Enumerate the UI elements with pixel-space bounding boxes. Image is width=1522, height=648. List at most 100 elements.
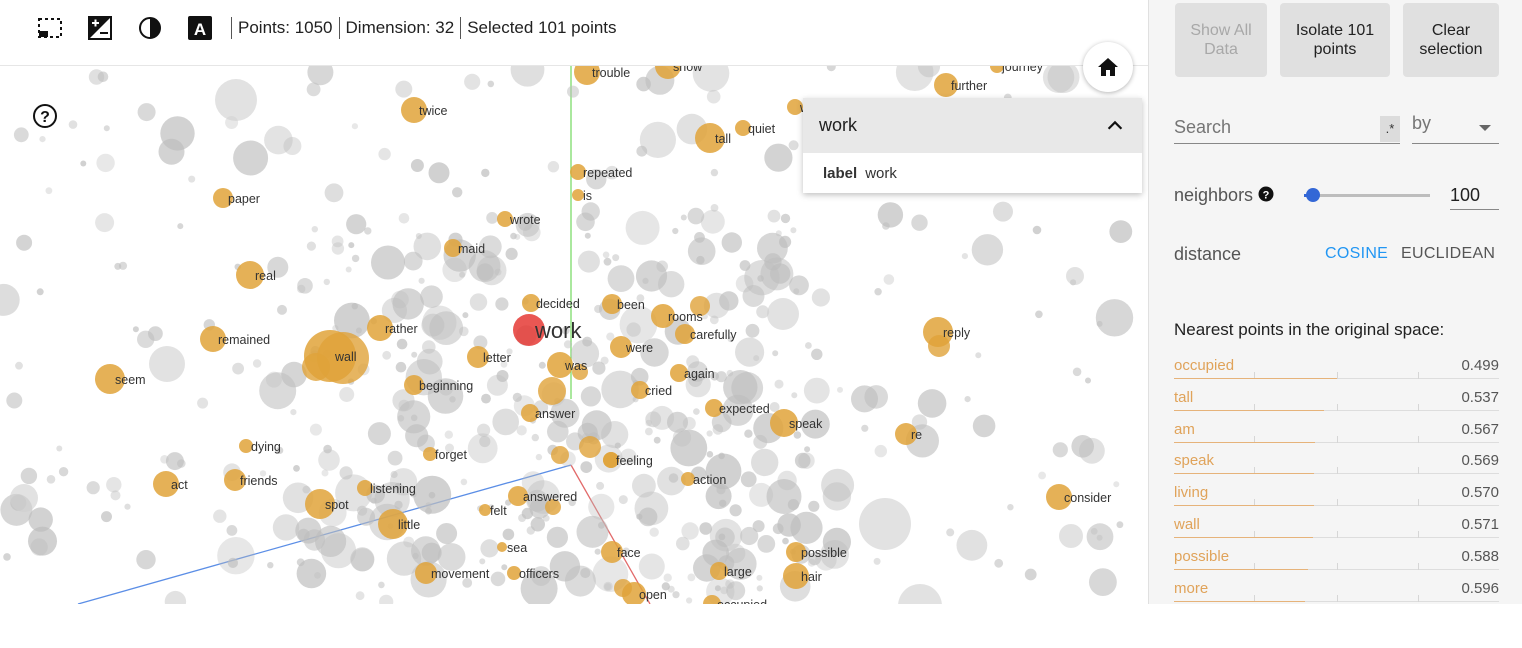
data-point[interactable] bbox=[735, 337, 765, 367]
data-point[interactable] bbox=[272, 514, 300, 541]
data-point[interactable] bbox=[635, 260, 668, 292]
data-point[interactable] bbox=[496, 370, 509, 382]
data-point[interactable] bbox=[418, 277, 425, 284]
neighbor-point[interactable] bbox=[710, 562, 728, 580]
data-point[interactable] bbox=[1066, 267, 1084, 285]
data-point[interactable] bbox=[346, 214, 367, 235]
data-point[interactable] bbox=[510, 232, 517, 240]
data-point[interactable] bbox=[729, 504, 742, 517]
data-point[interactable] bbox=[459, 271, 466, 278]
data-point[interactable] bbox=[826, 66, 836, 72]
neighbor-point[interactable] bbox=[572, 189, 584, 201]
isolate-points-button[interactable]: Isolate 101 points bbox=[1280, 3, 1390, 77]
data-point[interactable] bbox=[297, 278, 313, 294]
data-point[interactable] bbox=[592, 361, 606, 375]
data-point[interactable] bbox=[1042, 66, 1075, 93]
data-point[interactable] bbox=[386, 541, 422, 576]
data-point[interactable] bbox=[476, 263, 494, 281]
data-point[interactable] bbox=[96, 153, 115, 173]
data-point[interactable] bbox=[264, 125, 293, 155]
data-point[interactable] bbox=[381, 297, 407, 323]
data-point[interactable] bbox=[213, 509, 227, 523]
data-point[interactable] bbox=[767, 209, 781, 223]
data-point[interactable] bbox=[265, 371, 282, 388]
data-point[interactable] bbox=[638, 507, 658, 527]
data-point[interactable] bbox=[469, 293, 488, 311]
data-point[interactable] bbox=[267, 256, 289, 278]
nearest-point-name[interactable]: possible bbox=[1174, 547, 1230, 565]
data-point[interactable] bbox=[188, 175, 196, 183]
data-point[interactable] bbox=[715, 371, 727, 383]
neighbor-point[interactable] bbox=[655, 66, 681, 79]
data-point[interactable] bbox=[682, 416, 696, 430]
data-point[interactable] bbox=[576, 212, 595, 232]
data-point[interactable] bbox=[394, 482, 402, 490]
neighbor-point[interactable] bbox=[695, 123, 725, 153]
neighbor-point[interactable] bbox=[415, 562, 437, 584]
nearest-point-name[interactable]: speak bbox=[1174, 452, 1215, 470]
neighbor-point[interactable] bbox=[404, 375, 424, 395]
data-point[interactable] bbox=[603, 257, 612, 266]
data-point[interactable] bbox=[45, 187, 53, 195]
data-point[interactable] bbox=[800, 409, 830, 439]
data-point[interactable] bbox=[859, 498, 911, 550]
data-point[interactable] bbox=[290, 409, 297, 416]
data-point[interactable] bbox=[259, 372, 297, 410]
data-point[interactable] bbox=[672, 227, 679, 235]
data-point[interactable] bbox=[620, 448, 637, 466]
data-point[interactable] bbox=[580, 461, 593, 473]
data-point[interactable] bbox=[895, 66, 934, 91]
data-point[interactable] bbox=[1116, 521, 1124, 529]
nearest-point-row[interactable]: possible 0.588 bbox=[1174, 543, 1499, 575]
data-point[interactable] bbox=[425, 502, 432, 509]
data-point[interactable] bbox=[473, 335, 488, 350]
data-point[interactable] bbox=[531, 566, 551, 586]
help-icon[interactable]: ? bbox=[31, 102, 59, 130]
data-point[interactable] bbox=[726, 543, 746, 564]
data-point[interactable] bbox=[410, 159, 424, 172]
data-point[interactable] bbox=[790, 511, 823, 544]
data-point[interactable] bbox=[420, 285, 443, 308]
data-point[interactable] bbox=[339, 466, 353, 480]
data-point[interactable] bbox=[634, 491, 669, 526]
data-point[interactable] bbox=[331, 235, 344, 248]
data-point[interactable] bbox=[283, 137, 302, 155]
data-point[interactable] bbox=[668, 473, 679, 483]
data-point[interactable] bbox=[602, 251, 610, 259]
data-point[interactable] bbox=[422, 340, 436, 354]
data-point[interactable] bbox=[296, 558, 305, 567]
data-point[interactable] bbox=[811, 288, 831, 307]
data-point[interactable] bbox=[804, 446, 811, 453]
data-point[interactable] bbox=[687, 361, 708, 382]
data-point[interactable] bbox=[780, 213, 791, 224]
data-point[interactable] bbox=[752, 520, 765, 533]
data-point[interactable] bbox=[757, 275, 764, 282]
data-point[interactable] bbox=[815, 549, 837, 571]
data-point[interactable] bbox=[398, 399, 410, 411]
data-point[interactable] bbox=[724, 547, 757, 580]
data-point[interactable] bbox=[413, 232, 442, 261]
neighbor-point[interactable] bbox=[603, 452, 619, 468]
data-point[interactable] bbox=[226, 525, 238, 536]
selection-box-icon[interactable] bbox=[35, 13, 65, 43]
reset-view-button[interactable] bbox=[1083, 42, 1133, 92]
data-point[interactable] bbox=[495, 297, 509, 311]
data-point[interactable] bbox=[568, 498, 576, 507]
data-point[interactable] bbox=[494, 268, 502, 276]
data-point[interactable] bbox=[740, 526, 759, 546]
data-point[interactable] bbox=[618, 495, 628, 505]
data-point[interactable] bbox=[687, 237, 716, 265]
neighbor-point[interactable] bbox=[681, 472, 695, 486]
data-point[interactable] bbox=[415, 233, 422, 239]
neighbor-point[interactable] bbox=[675, 324, 695, 344]
nearest-point-row[interactable]: am 0.567 bbox=[1174, 416, 1499, 448]
data-point[interactable] bbox=[28, 526, 57, 556]
data-point[interactable] bbox=[324, 183, 344, 203]
data-point[interactable] bbox=[351, 254, 360, 263]
data-point[interactable] bbox=[397, 415, 405, 422]
data-point[interactable] bbox=[481, 168, 490, 178]
data-point[interactable] bbox=[917, 66, 941, 78]
nearest-point-row[interactable]: occupied 0.499 bbox=[1174, 352, 1499, 384]
data-point[interactable] bbox=[339, 387, 355, 402]
data-point[interactable] bbox=[481, 393, 491, 404]
